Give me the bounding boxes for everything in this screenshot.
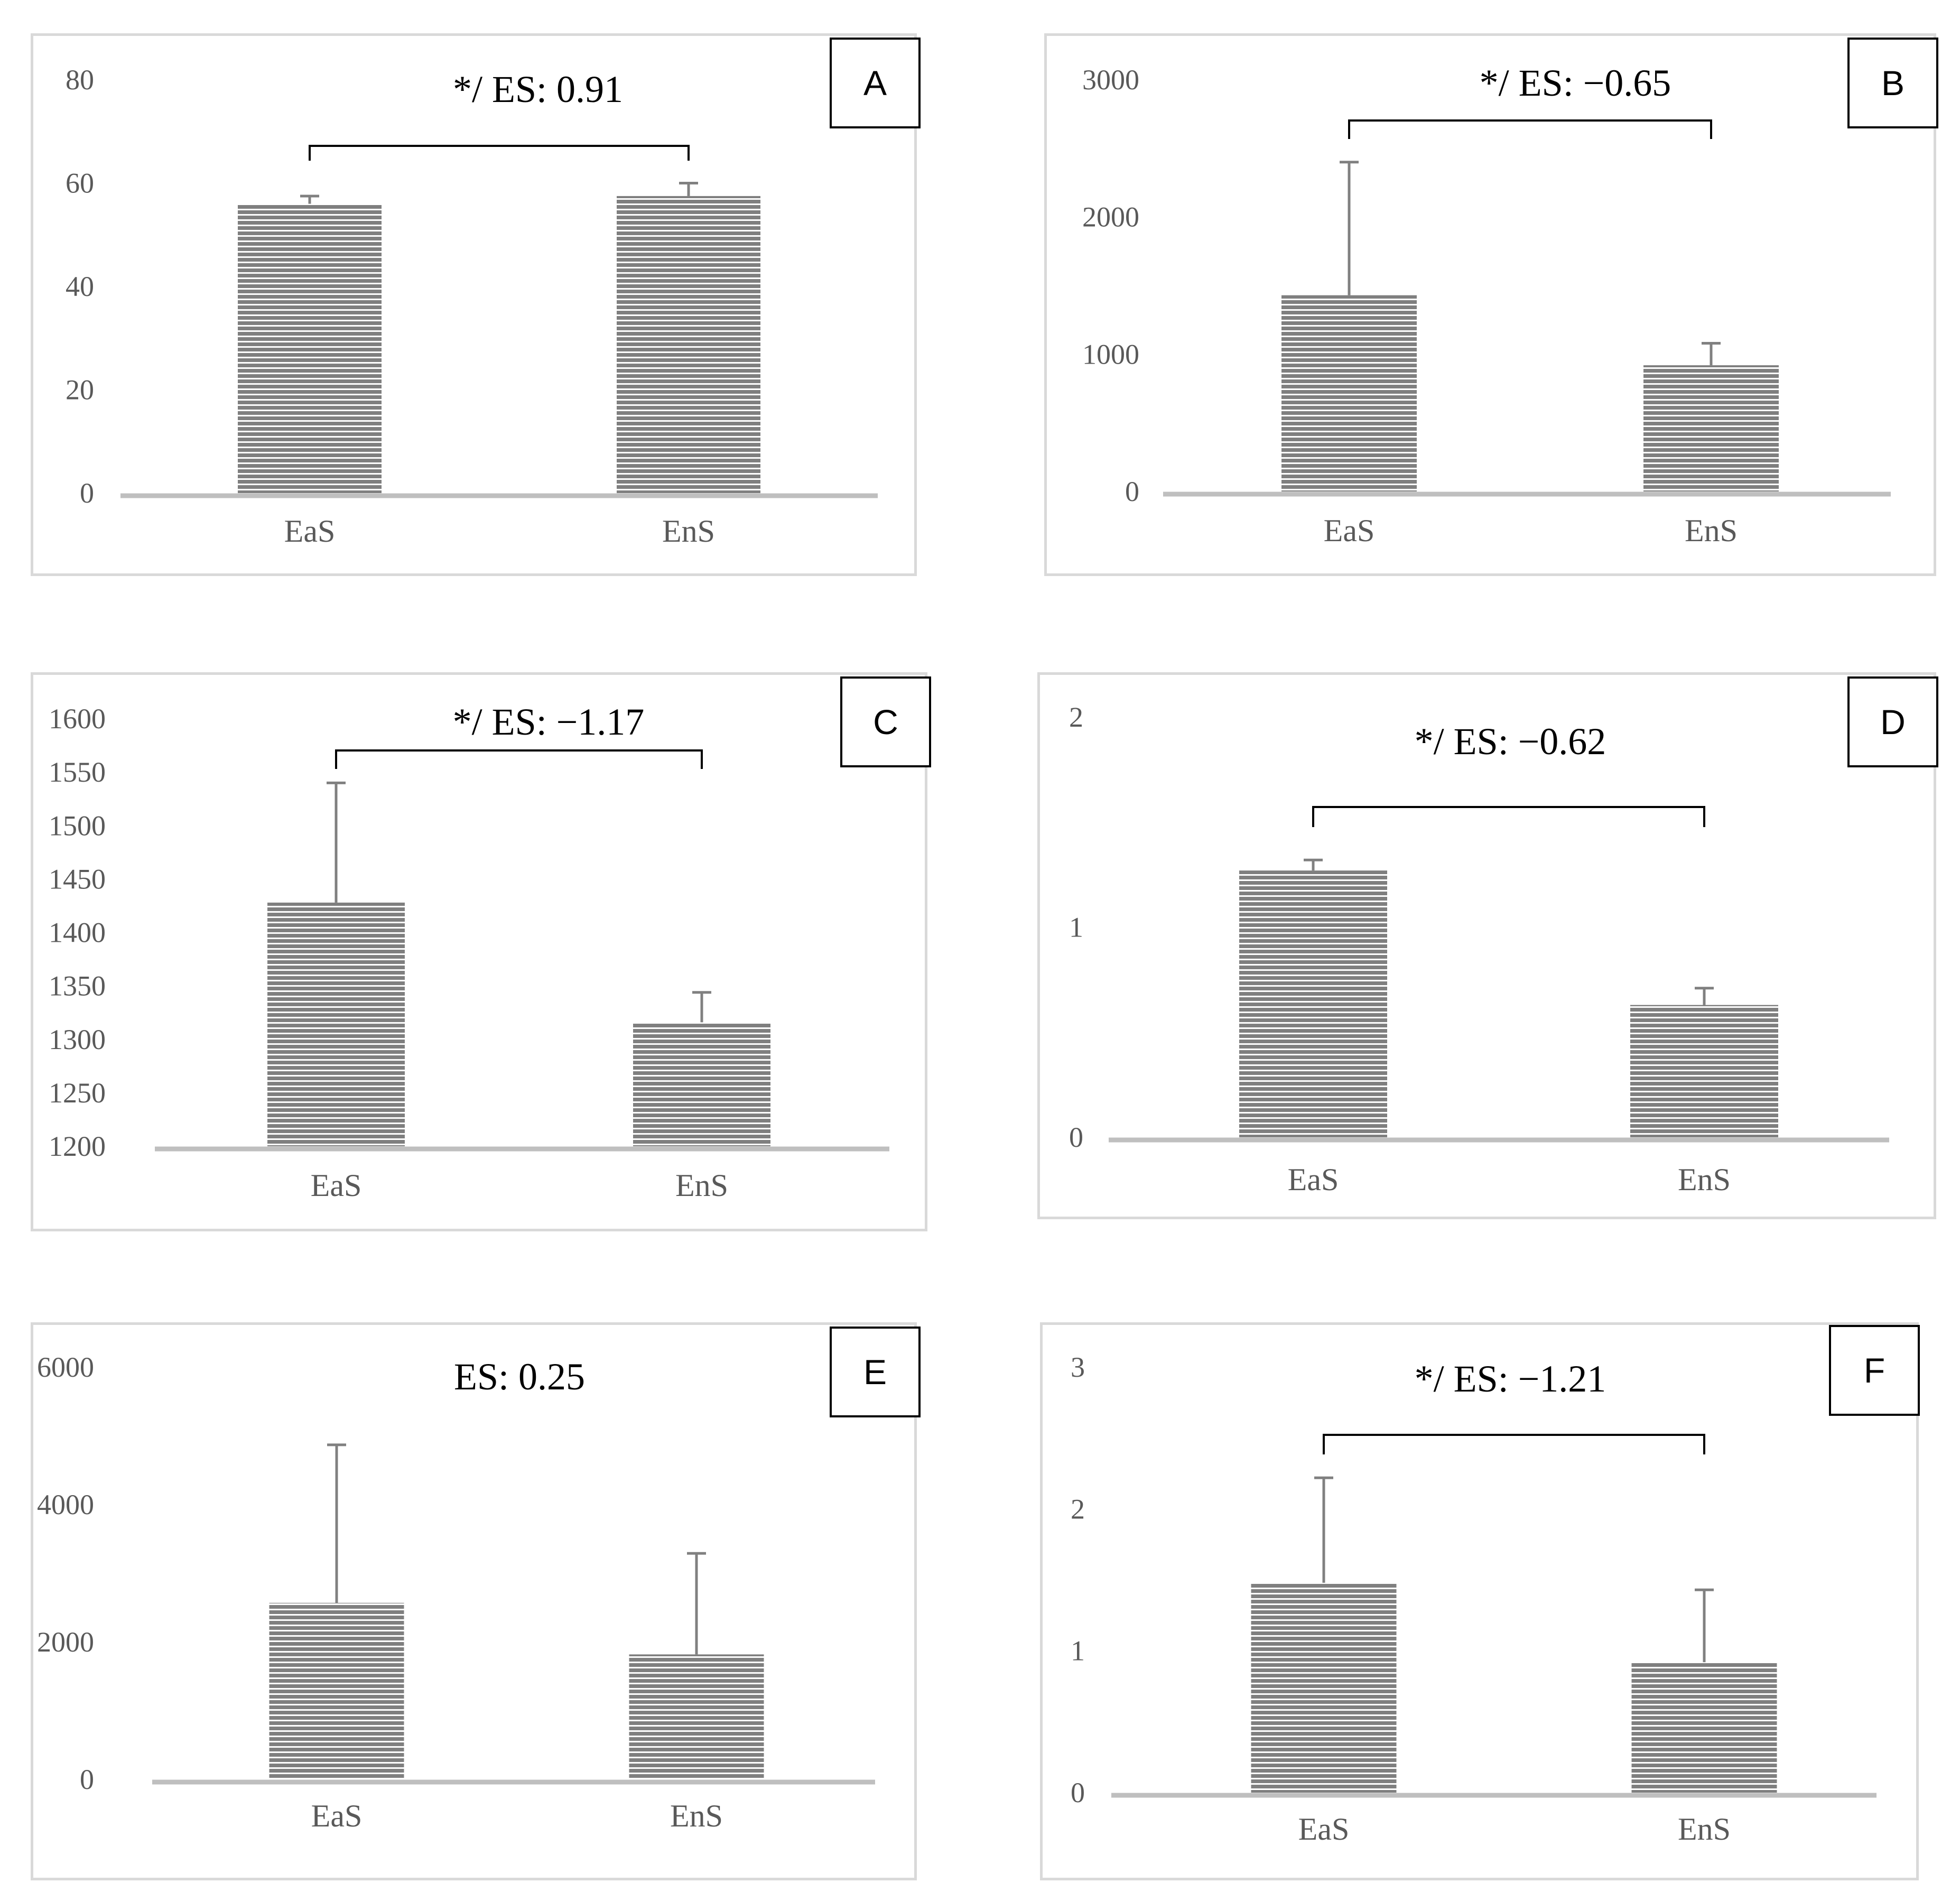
bar-eas: [1239, 870, 1387, 1137]
y-tick-label: 0: [1125, 476, 1139, 507]
significance-bracket: [1312, 806, 1705, 827]
chart-panel-e: 0 2000 4000 6000 EaS EnS ES: 0.25 E: [31, 1322, 921, 1880]
chart-panel-d: 0 1 2 EaS EnS */ ES: −0.62 D: [1037, 672, 1938, 1219]
significance-bracket: [335, 749, 703, 769]
y-tick-label: 6000: [37, 1351, 94, 1383]
y-tick-label: 1500: [49, 810, 106, 841]
error-bar-ens: [1695, 987, 1714, 1005]
effect-size-annotation-c: */ ES: −1.17: [453, 701, 645, 743]
error-bar-eas: [1304, 858, 1323, 871]
y-tick-label: 1: [1071, 1635, 1085, 1667]
y-tick-label: 2: [1071, 1493, 1085, 1525]
y-tick-label: 80: [66, 64, 94, 96]
significance-bracket: [309, 145, 690, 161]
y-tick-label: 0: [80, 477, 94, 509]
chart-svg-c: 1200 1250 1300 1350 1400 1450 1500 1550 1600 EaS E…: [49, 701, 889, 1203]
error-bar-eas: [327, 1443, 346, 1603]
chart-panel-f: 0 1 2 3 EaS EnS */ ES: −1.21 F: [1040, 1322, 1920, 1880]
y-tick-label: 1000: [1082, 338, 1139, 370]
chart-svg-f: 0 1 2 3 EaS EnS */ ES: −1.21: [1071, 1351, 1877, 1847]
panel-label-e: E: [830, 1327, 921, 1417]
panel-label-d: D: [1847, 676, 1938, 767]
x-tick-label-ens: EnS: [670, 1798, 723, 1833]
y-tick-label: 0: [1069, 1121, 1083, 1153]
effect-size-annotation-b: */ ES: −0.65: [1480, 62, 1671, 104]
x-tick-label-eas: EaS: [311, 1168, 362, 1203]
y-tick-label: 1: [1069, 912, 1083, 943]
error-bar-ens: [692, 991, 711, 1023]
y-tick-label: 3000: [1082, 64, 1139, 96]
error-bar-eas: [327, 781, 346, 903]
error-bar-ens: [1702, 342, 1721, 366]
y-tick-label: 3: [1071, 1351, 1085, 1383]
y-tick-label: 0: [80, 1764, 94, 1795]
x-tick-label-ens: EnS: [662, 514, 715, 549]
y-tick-label: 60: [66, 168, 94, 199]
bar-eas: [238, 203, 382, 494]
error-bar-eas: [1340, 161, 1359, 295]
bar-eas: [267, 902, 405, 1146]
bar-ens: [633, 1022, 770, 1146]
panel-label-a: A: [830, 38, 921, 128]
y-tick-label: 2000: [1082, 201, 1139, 233]
effect-size-annotation-e: ES: 0.25: [454, 1356, 585, 1398]
panel-label-c: C: [840, 676, 931, 767]
bar-ens: [629, 1654, 764, 1779]
y-tick-label: 1250: [49, 1077, 106, 1109]
x-tick-label-ens: EnS: [1685, 513, 1738, 548]
y-tick-label: 0: [1071, 1777, 1085, 1808]
significance-bracket: [1323, 1434, 1705, 1454]
y-tick-label: 4000: [37, 1489, 94, 1520]
y-tick-label: 1600: [49, 703, 106, 735]
x-tick-label-ens: EnS: [675, 1168, 728, 1203]
effect-size-annotation-f: */ ES: −1.21: [1415, 1358, 1606, 1400]
effect-size-annotation-a: */ ES: 0.91: [453, 68, 623, 110]
panel-label-b: B: [1847, 38, 1938, 128]
bar-eas: [1251, 1582, 1397, 1793]
y-tick-label: 1300: [49, 1024, 106, 1055]
y-tick-label: 40: [66, 271, 94, 302]
x-tick-label-eas: EaS: [284, 514, 336, 549]
error-bar-ens: [1695, 1588, 1714, 1663]
x-tick-label-eas: EaS: [311, 1798, 363, 1833]
chart-svg-d: 0 1 2 EaS EnS */ ES: −0.62: [1069, 701, 1889, 1197]
bar-ens: [1630, 1005, 1778, 1137]
panel-label-f: F: [1829, 1325, 1920, 1416]
chart-svg-a: 0 20 40 60 80 EaS EnS */ ES: 0.91: [66, 64, 878, 549]
bar-ens: [617, 196, 760, 493]
x-tick-label-eas: EaS: [1288, 1162, 1339, 1197]
y-tick-label: 1400: [49, 917, 106, 949]
chart-panel-a: 0 20 40 60 80 EaS EnS */ ES: 0.91 A: [31, 33, 921, 576]
chart-panel-c: 1200 1250 1300 1350 1400 1450 1500 1550 1600 EaS E…: [31, 672, 931, 1231]
y-tick-label: 1450: [49, 863, 106, 895]
x-tick-label-eas: EaS: [1324, 513, 1375, 548]
significance-bracket: [1348, 119, 1712, 139]
bar-ens: [1631, 1662, 1777, 1793]
error-bar-eas: [300, 194, 319, 204]
x-tick-label-ens: EnS: [1678, 1162, 1731, 1197]
chart-panel-b: 0 1000 2000 3000 EaS EnS */ ES: −0.65 B: [1044, 33, 1938, 576]
chart-svg-e: 0 2000 4000 6000 EaS EnS ES: 0.25: [37, 1351, 875, 1833]
y-tick-label: 1200: [49, 1130, 106, 1162]
error-bar-ens: [687, 1552, 706, 1655]
y-tick-label: 1350: [49, 970, 106, 1002]
y-tick-label: 1550: [49, 756, 106, 788]
bar-eas: [269, 1602, 404, 1779]
effect-size-annotation-d: */ ES: −0.62: [1415, 720, 1606, 763]
x-tick-label-ens: EnS: [1678, 1812, 1731, 1847]
chart-svg-b: 0 1000 2000 3000 EaS EnS */ ES: −0.65: [1082, 62, 1891, 548]
y-tick-label: 2: [1069, 701, 1083, 733]
error-bar-eas: [1314, 1476, 1333, 1583]
y-tick-label: 2000: [37, 1626, 94, 1658]
bar-eas: [1281, 295, 1417, 491]
y-tick-label: 20: [66, 374, 94, 406]
bar-ens: [1643, 365, 1779, 491]
error-bar-ens: [679, 182, 698, 196]
x-tick-label-eas: EaS: [1298, 1812, 1350, 1847]
